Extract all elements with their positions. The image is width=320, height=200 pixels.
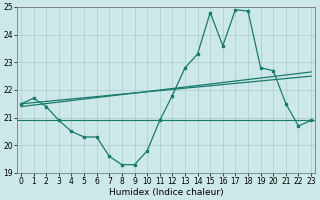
X-axis label: Humidex (Indice chaleur): Humidex (Indice chaleur) [109,188,223,197]
